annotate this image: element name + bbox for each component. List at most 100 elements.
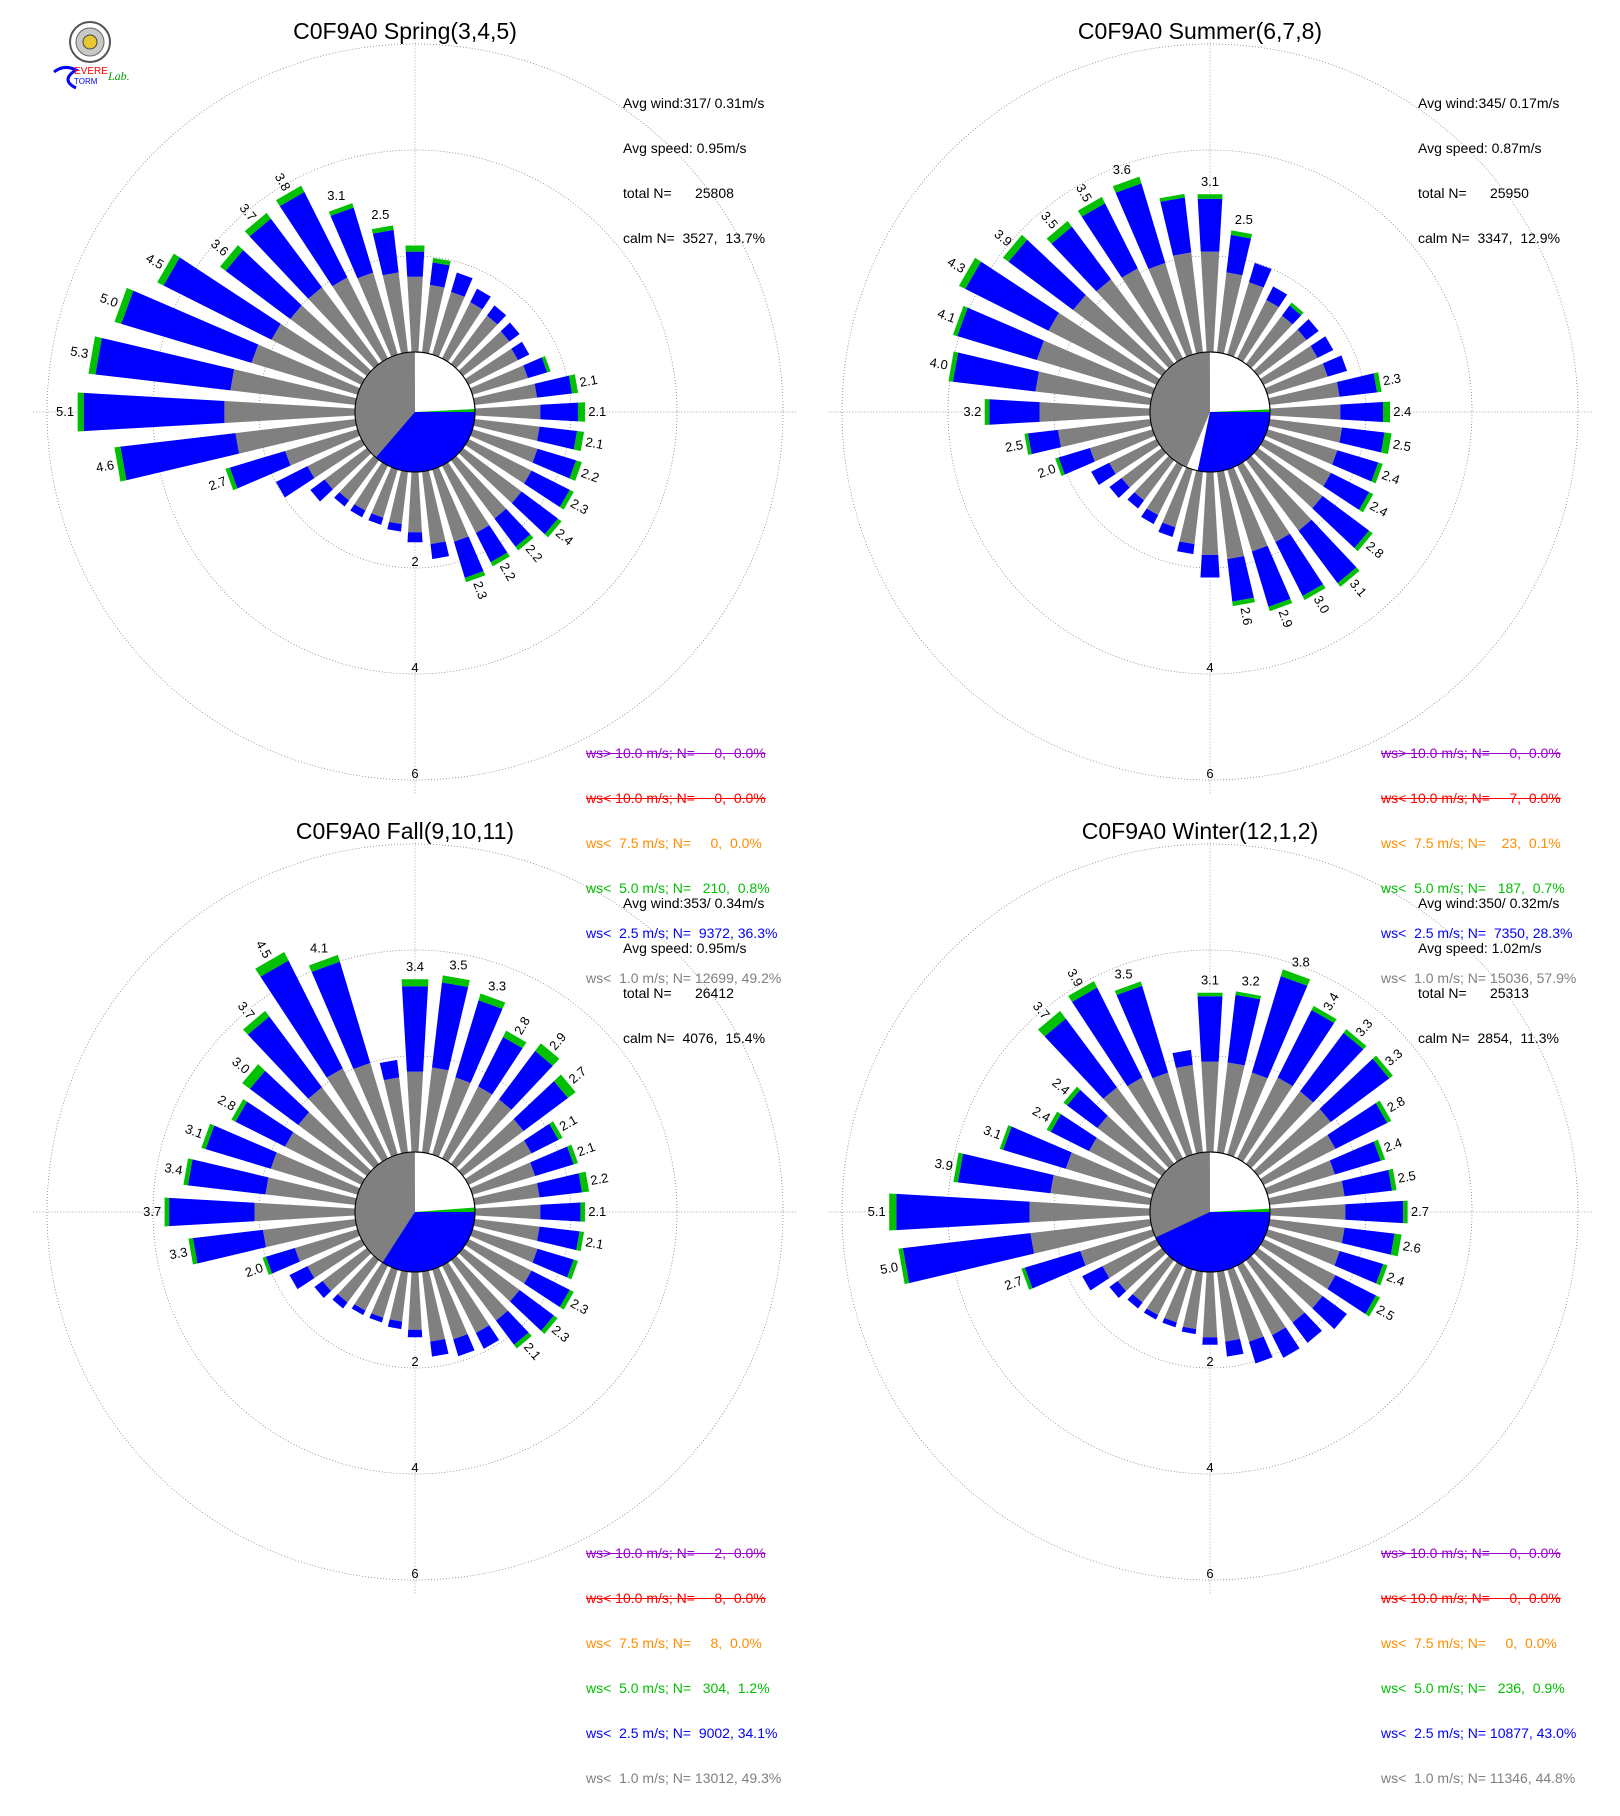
bar-lt1 bbox=[1117, 1247, 1167, 1292]
bar-lt1 bbox=[1030, 1219, 1152, 1254]
bar-value-label: 5.3 bbox=[69, 343, 89, 361]
bar-lt25 bbox=[407, 1329, 423, 1338]
bar-lt1 bbox=[1048, 312, 1160, 386]
bar-lt25 bbox=[524, 470, 570, 508]
bar-lt25 bbox=[334, 492, 350, 507]
bar-lt25 bbox=[379, 1059, 400, 1081]
legend-entry-lt5: ws< 5.0 m/s; N= 187, 0.7% bbox=[1381, 880, 1565, 896]
bar-lt1 bbox=[1182, 1270, 1203, 1330]
bar-lt25 bbox=[1327, 1103, 1388, 1149]
bar-lt5 bbox=[114, 446, 127, 482]
bar-lt1 bbox=[251, 344, 360, 395]
bar-lt25 bbox=[1272, 1327, 1300, 1358]
legend-entry-lt5: ws< 5.0 m/s; N= 236, 0.9% bbox=[1381, 1680, 1565, 1696]
grid-ring bbox=[46, 43, 784, 781]
bar-value-label: 2.4 bbox=[1382, 1135, 1404, 1155]
bar-lt25 bbox=[431, 982, 469, 1071]
bar-lt25 bbox=[1050, 1114, 1097, 1152]
bar-lt25 bbox=[249, 1070, 310, 1125]
legend-entry-lt75: ws< 7.5 m/s; N= 0, 0.0% bbox=[1381, 1635, 1557, 1651]
bar-lt1 bbox=[1265, 1229, 1340, 1266]
chart-title: C0F9A0 Summer(6,7,8) bbox=[1077, 18, 1323, 44]
bar-lt25 bbox=[500, 322, 520, 342]
bar-value-label: 3.2 bbox=[1242, 973, 1260, 988]
avg-speed: Avg speed: 0.87m/s bbox=[1418, 140, 1542, 156]
bar-lt1 bbox=[1236, 1262, 1286, 1336]
bar-lt25 bbox=[537, 426, 578, 450]
bar-lt25 bbox=[499, 1050, 553, 1110]
bar-lt1 bbox=[1227, 1267, 1264, 1342]
bar-lt25 bbox=[1027, 429, 1061, 455]
bar-lt1 bbox=[1268, 1219, 1345, 1244]
bar-value-label: 2.4 bbox=[1030, 1103, 1053, 1125]
bar-lt1 bbox=[422, 1067, 449, 1154]
bar-lt1 bbox=[383, 1077, 408, 1154]
bar-lt25 bbox=[1044, 1018, 1117, 1099]
bar-lt25 bbox=[314, 1280, 332, 1299]
bar-lt25 bbox=[1172, 1049, 1193, 1068]
bar-lt25 bbox=[1003, 1126, 1072, 1169]
legend-entry-gt10: ws> 10.0 m/s; N= 2, 0.0% bbox=[586, 1545, 766, 1561]
bar-lt25 bbox=[475, 1325, 500, 1349]
bar-lt1 bbox=[307, 1238, 365, 1279]
bar-lt25 bbox=[265, 1248, 300, 1274]
bar-lt1 bbox=[332, 277, 389, 362]
bar-lt5 bbox=[948, 351, 959, 382]
bar-lt25 bbox=[486, 305, 507, 325]
calm-circle-outline bbox=[1149, 1151, 1271, 1273]
bar-value-label: 3.7 bbox=[235, 999, 258, 1022]
bar-lt1 bbox=[1121, 447, 1167, 488]
bar-value-label: 2.7 bbox=[1002, 1273, 1024, 1293]
bar-lt25 bbox=[1197, 198, 1223, 252]
bar-lt1 bbox=[389, 470, 408, 525]
chart-title: C0F9A0 Spring(3,4,5) bbox=[293, 18, 517, 44]
bar-lt25 bbox=[275, 466, 315, 498]
calm-circle-outline bbox=[354, 1151, 476, 1273]
bar-lt1 bbox=[339, 455, 380, 501]
stats-block: Avg wind:317/ 0.31m/s Avg speed: 0.95m/s… bbox=[623, 66, 765, 276]
bar-value-label: 2.2 bbox=[579, 465, 601, 485]
bar-lt5 bbox=[308, 954, 340, 972]
legend-entry-gt10: ws> 10.0 m/s; N= 0, 0.0% bbox=[586, 745, 766, 761]
bar-value-label: 3.1 bbox=[1201, 174, 1219, 189]
legend-entry-lt1: ws< 1.0 m/s; N= 13012, 49.3% bbox=[586, 1770, 782, 1786]
bar-lt1 bbox=[298, 1112, 372, 1177]
bar-lt1 bbox=[408, 1271, 422, 1330]
bar-lt25 bbox=[1277, 1009, 1335, 1087]
bar-lt1 bbox=[1245, 1091, 1314, 1169]
bar-lt5 bbox=[544, 518, 562, 538]
bar-lt1 bbox=[1121, 268, 1184, 362]
bar-lt1 bbox=[1132, 1255, 1175, 1303]
bar-value-label: 2.3 bbox=[1382, 370, 1402, 388]
pie-slice-lt1 bbox=[1150, 352, 1210, 468]
bar-lt25 bbox=[121, 290, 259, 363]
bar-lt25 bbox=[532, 448, 577, 479]
bar-lt25 bbox=[1332, 450, 1379, 482]
bar-lt5 bbox=[1021, 1267, 1033, 1290]
bar-lt1 bbox=[1217, 1062, 1245, 1154]
bar-lt5 bbox=[1381, 432, 1392, 455]
bar-lt1 bbox=[1236, 299, 1279, 362]
pie-slice-lt5 bbox=[1210, 1208, 1270, 1212]
bar-lt1 bbox=[308, 287, 380, 369]
bar-value-label: 2.5 bbox=[1392, 436, 1412, 454]
wind-rose-summer: 2463.12.52.32.42.52.42.42.83.13.02.92.62… bbox=[828, 30, 1592, 794]
bar-value-label: 3.4 bbox=[406, 959, 424, 974]
bar-value-label: 2.5 bbox=[1004, 437, 1024, 455]
bar-lt1 bbox=[1253, 1108, 1331, 1177]
bar-lt5 bbox=[1390, 1233, 1402, 1257]
bar-lt25 bbox=[957, 1153, 1054, 1194]
bar-lt1 bbox=[371, 467, 398, 518]
bar-lt25 bbox=[1312, 1296, 1347, 1330]
bar-lt1 bbox=[1227, 1072, 1268, 1157]
bar-lt1 bbox=[371, 1267, 398, 1318]
bar-lt25 bbox=[235, 1101, 294, 1147]
bar-value-label: 3.6 bbox=[208, 236, 231, 259]
rose-panel-winter: 2 4 6 3.1 3.2 3.8 3.4 3.3 3.3 2.8 2.4 2.5 2.7 2.6 2.4 2… bbox=[795, 800, 1605, 1786]
bar-lt25 bbox=[1251, 545, 1291, 607]
bar-lt1 bbox=[1035, 371, 1152, 405]
ring-label: 4 bbox=[1206, 1460, 1213, 1475]
bar-value-label: 2.2 bbox=[497, 560, 519, 583]
bar-lt25 bbox=[332, 1294, 348, 1309]
bar-lt25 bbox=[1225, 1338, 1244, 1357]
